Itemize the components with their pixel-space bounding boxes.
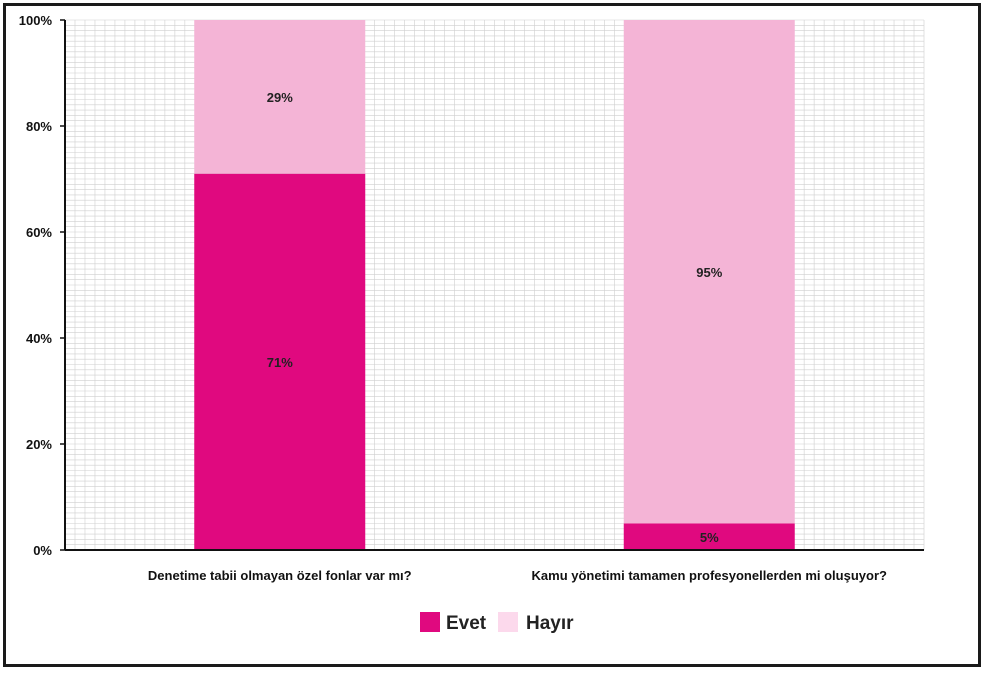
legend: Evet Hayır: [420, 612, 574, 634]
data-label-hayır-1: 95%: [696, 265, 722, 280]
legend-swatch-evet: [420, 612, 440, 632]
chart-frame: [3, 3, 981, 667]
legend-label-hayır: Hayır: [526, 613, 574, 634]
grid: [64, 19, 925, 551]
legend-label-evet: Evet: [446, 613, 487, 634]
legend-swatch-hayır: [498, 612, 518, 632]
bar-hayır-1: [623, 20, 795, 524]
bar-evet-0: [194, 173, 366, 550]
data-labels: 71% 29% 5% 95%: [267, 90, 723, 545]
bar-hayır-0: [194, 20, 366, 174]
x-category-label: Kamu yönetimi tamamen profesyonellerden …: [532, 568, 887, 583]
data-label-evet-1: 5%: [700, 530, 719, 545]
x-category-labels: Denetime tabii olmayan özel fonlar var m…: [148, 568, 887, 583]
y-ticks: 0% 20% 40% 60% 80% 100%: [19, 13, 65, 558]
y-tick-label: 40%: [26, 331, 52, 346]
data-label-hayır-0: 29%: [267, 90, 293, 105]
bar-evet-1: [623, 523, 795, 550]
y-tick-label: 80%: [26, 119, 52, 134]
y-tick-label: 20%: [26, 437, 52, 452]
bars: [194, 20, 795, 550]
x-category-label: Denetime tabii olmayan özel fonlar var m…: [148, 568, 412, 583]
y-tick-label: 100%: [19, 13, 53, 28]
data-label-evet-0: 71%: [267, 355, 293, 370]
y-tick-label: 0%: [33, 543, 52, 558]
y-tick-label: 60%: [26, 225, 52, 240]
